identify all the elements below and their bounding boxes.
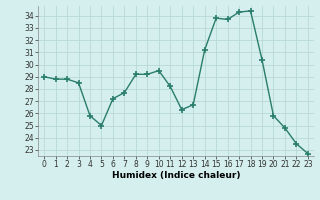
X-axis label: Humidex (Indice chaleur): Humidex (Indice chaleur) — [112, 171, 240, 180]
